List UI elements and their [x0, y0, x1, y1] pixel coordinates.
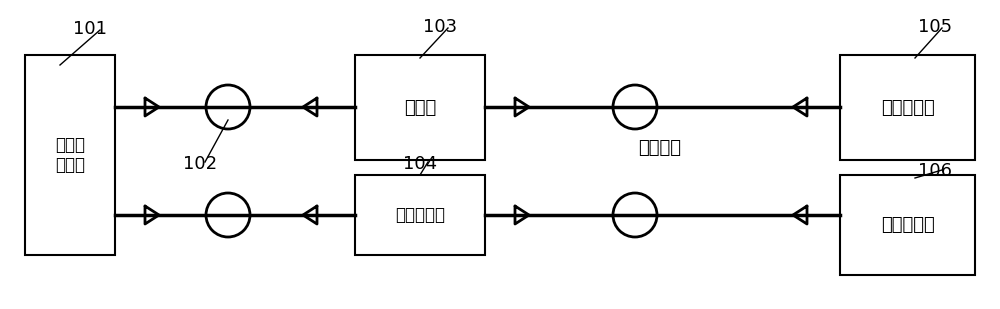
Text: 衰减器: 衰减器 [404, 99, 436, 116]
Text: 降脉冲
发生器: 降脉冲 发生器 [55, 136, 85, 174]
Text: 105: 105 [918, 18, 952, 36]
Text: 103: 103 [423, 18, 457, 36]
Text: 104: 104 [403, 155, 437, 173]
Bar [25, 55, 115, 255]
Text: 电容传感器: 电容传感器 [395, 206, 445, 224]
Text: 106: 106 [918, 162, 952, 180]
Text: 102: 102 [183, 155, 217, 173]
Bar [355, 55, 485, 160]
Text: 同轴电缆: 同轴电缆 [639, 139, 682, 157]
Bar [840, 175, 975, 275]
Text: 101: 101 [73, 20, 107, 38]
Text: 第二示波器: 第二示波器 [881, 216, 934, 234]
Bar [355, 175, 485, 255]
Text: 第一示波器: 第一示波器 [881, 99, 934, 116]
Bar [840, 55, 975, 160]
